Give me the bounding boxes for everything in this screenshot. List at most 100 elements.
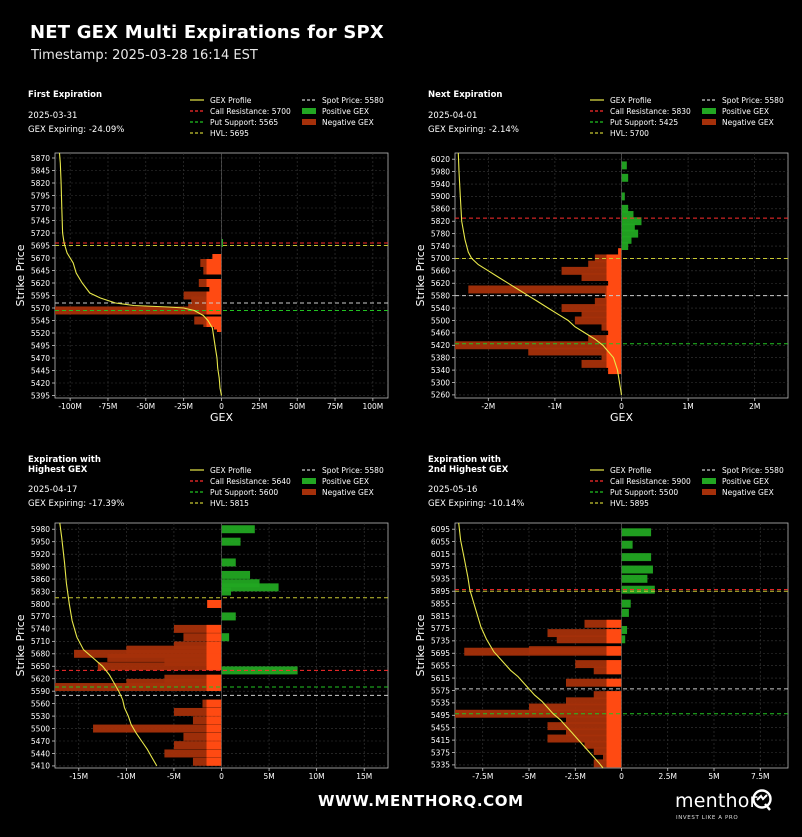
negative-gex-bar	[529, 646, 622, 655]
negative-gex-bar-near	[206, 683, 222, 692]
gex-profile-line	[59, 522, 158, 767]
gex-profile-line	[58, 152, 223, 396]
negative-gex-bar	[547, 629, 622, 638]
negative-gex-bar-near	[206, 699, 222, 708]
legend-label: Call Resistance: 5640	[210, 477, 291, 486]
expiration-date: 2025-03-31	[28, 111, 77, 121]
x-tick-label: 25M	[251, 402, 267, 411]
y-tick-label: 5395	[31, 391, 50, 400]
gex-expiring: GEX Expiring: -17.39%	[28, 499, 124, 509]
x-tick-label: -75M	[99, 402, 118, 411]
negative-gex-bar-near	[206, 674, 222, 683]
negative-gex-bar-near	[206, 678, 222, 687]
y-tick-label: 5740	[431, 242, 450, 251]
footer-url[interactable]: WWW.MENTHORQ.COM	[318, 792, 524, 810]
negative-gex-bar	[547, 734, 622, 743]
y-tick-label: 6015	[431, 550, 450, 559]
y-axis-label: Strike Price	[414, 614, 427, 676]
negative-gex-bar-near	[206, 732, 222, 741]
x-tick-label: 5M	[708, 772, 719, 780]
x-tick-label: 5M	[263, 772, 274, 780]
y-tick-label: 5975	[431, 562, 450, 571]
legend-label: HVL: 5700	[610, 129, 649, 138]
y-tick-label: 5645	[31, 266, 50, 275]
negative-gex-bar	[575, 660, 622, 669]
negative-gex-bar	[183, 732, 222, 741]
legend-label: Positive GEX	[722, 477, 769, 486]
y-tick-label: 5440	[31, 749, 50, 758]
y-tick-label: 5660	[431, 267, 450, 276]
negative-gex-bar	[529, 703, 622, 712]
y-tick-label: 5570	[31, 304, 50, 313]
x-tick-label: 0	[619, 772, 624, 780]
gex-expiring: GEX Expiring: -24.09%	[28, 125, 124, 135]
negative-gex-bar-near	[606, 254, 622, 263]
y-tick-label: 5300	[431, 378, 450, 387]
negative-gex-bar	[556, 635, 622, 644]
negative-gex-bar	[588, 335, 622, 344]
legend-swatch-negative-gex	[702, 489, 716, 495]
legend-swatch-positive-gex	[302, 108, 316, 114]
x-tick-label: 0	[219, 402, 224, 411]
legend-label: Call Resistance: 5700	[210, 107, 291, 116]
charts-canvas: First Expiration 2025-03-31 GEX Expiring: …	[14, 90, 789, 780]
legend-swatch-positive-gex	[302, 478, 316, 484]
negative-gex-bar	[566, 678, 622, 687]
negative-gex-bar	[528, 347, 622, 356]
y-tick-label: 5940	[431, 180, 450, 189]
positive-gex-bar	[621, 608, 629, 617]
brand-logo: menthor INVEST LIKE A PRO	[675, 788, 785, 828]
panel-title: First Expiration	[28, 90, 102, 100]
positive-gex-bar	[221, 239, 224, 247]
negative-gex-bar	[93, 724, 222, 733]
negative-gex-bar-near	[206, 741, 222, 750]
negative-gex-bar-near	[606, 635, 622, 644]
x-tick-label: 7.5M	[751, 772, 769, 780]
timestamp: Timestamp: 2025-03-28 16:14 EST	[31, 48, 258, 63]
y-tick-label: 5745	[31, 216, 50, 225]
positive-gex-bar	[621, 540, 633, 549]
positive-gex-bar	[621, 204, 629, 213]
y-tick-label: 5770	[31, 204, 50, 213]
x-tick-label: 0	[219, 772, 224, 780]
y-tick-label: 5820	[431, 217, 450, 226]
positive-gex-bar	[621, 626, 628, 634]
y-tick-label: 5860	[31, 575, 50, 584]
negative-gex-bar	[173, 707, 222, 716]
brand-name: menthor	[675, 790, 758, 812]
y-tick-label: 5530	[31, 712, 50, 721]
negative-gex-bar	[55, 683, 222, 692]
legend-label: Positive GEX	[322, 107, 369, 116]
negative-gex-bar-near	[606, 703, 622, 712]
legend-label: GEX Profile	[610, 466, 652, 475]
negative-gex-bar	[584, 740, 622, 749]
negative-gex-bar-near	[206, 724, 222, 733]
y-tick-label: 5495	[431, 711, 450, 720]
positive-gex-bar	[221, 570, 251, 579]
legend-label: Negative GEX	[722, 118, 774, 127]
panel-title-line: Expiration with	[428, 455, 501, 465]
y-tick-label: 5500	[31, 724, 50, 733]
negative-gex-bar-near	[606, 316, 622, 325]
positive-gex-bar	[621, 161, 627, 170]
positive-gex-bar	[621, 223, 635, 232]
y-tick-label: 5980	[431, 167, 450, 176]
negative-gex-bar-near	[606, 347, 622, 356]
legend-label: Spot Price: 5580	[322, 96, 384, 105]
y-tick-label: 5575	[431, 686, 450, 695]
y-tick-label: 5420	[431, 341, 450, 350]
negative-gex-bar-near	[206, 279, 222, 287]
negative-gex-bar	[126, 678, 222, 687]
negative-gex-bar-near	[206, 259, 222, 267]
y-tick-label: 5580	[431, 291, 450, 300]
legend-label: Negative GEX	[722, 488, 774, 497]
negative-gex-bar-near	[606, 291, 622, 300]
y-tick-label: 6055	[431, 537, 450, 546]
negative-gex-bar-near	[206, 641, 222, 650]
y-tick-label: 5710	[31, 637, 50, 646]
y-axis-label: Strike Price	[414, 244, 427, 306]
legend-swatch-positive-gex	[702, 478, 716, 484]
y-tick-label: 5890	[31, 562, 50, 571]
y-tick-label: 5735	[431, 637, 450, 646]
legend-label: HVL: 5695	[210, 129, 249, 138]
